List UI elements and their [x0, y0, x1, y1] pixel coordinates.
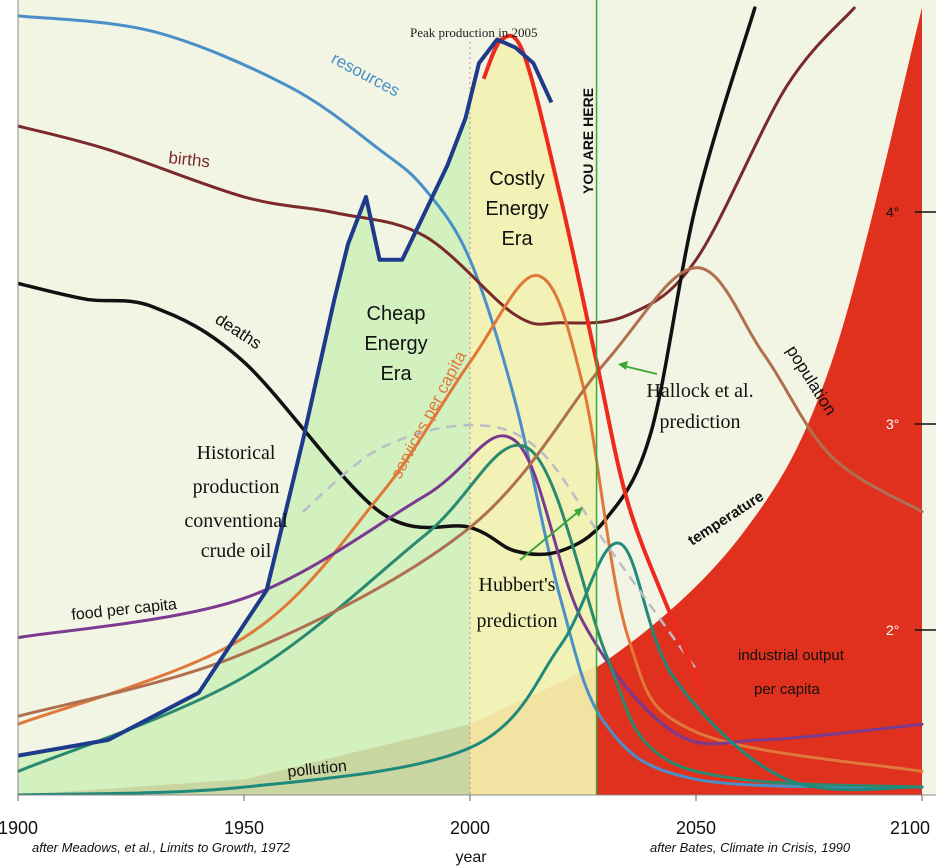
series-line-deaths — [18, 6, 757, 557]
costly-era-label: Costly Energy Era — [485, 168, 548, 250]
series-line-food-per-capita — [18, 434, 924, 746]
x-tick-label-1900: 1900 — [0, 818, 38, 838]
label-pollution: pollution — [287, 758, 348, 781]
costly-era-line-2: Energy — [485, 198, 548, 220]
hubbert-prediction-line — [302, 423, 698, 670]
hallock-prediction-line — [481, 33, 707, 702]
series-line-services-per-capita — [18, 274, 924, 773]
temp-tick-label-4: 4° — [886, 204, 899, 220]
label-industrial-1: industrial output — [738, 647, 845, 664]
hallock-line-1: Hallock et al. — [646, 380, 753, 402]
peak-annotation: Peak production in 2005 — [410, 25, 537, 40]
historical-line-3: conventional — [184, 510, 288, 532]
label-births: births — [168, 148, 211, 171]
cheap-era-label: Cheap Energy Era — [364, 303, 427, 385]
x-axis-label: year — [455, 849, 487, 866]
you-are-here-label: YOU ARE HERE — [580, 88, 596, 194]
cheap-era-line-3: Era — [380, 363, 412, 385]
hubbert-line-2: prediction — [476, 610, 557, 632]
hubbert-label: Hubbert's prediction — [476, 574, 557, 632]
hallock-line-2: prediction — [659, 411, 740, 433]
costly-energy-era-area — [470, 39, 597, 795]
x-tick-label-1950: 1950 — [224, 818, 264, 838]
series-line-pollution — [18, 541, 924, 795]
hallock-arrow — [623, 365, 658, 375]
series-line-industrial-output-per-capita — [18, 443, 924, 789]
costly-era-line-1: Costly — [489, 168, 545, 190]
label-industrial-2: per capita — [754, 681, 821, 698]
series-line-resources — [18, 14, 924, 789]
cheap-era-line-2: Energy — [364, 333, 427, 355]
series-lines — [18, 6, 924, 795]
historical-line-4: crude oil — [201, 540, 272, 562]
x-tick-label-2100: 2100 — [890, 818, 930, 838]
cheap-energy-era-area — [18, 86, 470, 795]
temp-tick-label-3: 3° — [886, 416, 899, 432]
series-line-births — [18, 6, 856, 326]
historical-label: Historical production conventional crude… — [184, 442, 288, 562]
hallock-arrow-head — [618, 361, 628, 370]
temperature-ticks: 2° 3° 4° — [886, 204, 936, 638]
credit-left: after Meadows, et al., Limits to Growth,… — [32, 840, 291, 855]
x-ticks: 1900 1950 2000 2050 2100 — [0, 795, 930, 838]
credit-right: after Bates, Climate in Crisis, 1990 — [650, 840, 851, 855]
hallock-label: Hallock et al. prediction — [646, 380, 753, 433]
hubbert-arrow — [519, 511, 579, 561]
hubbert-line-1: Hubbert's — [479, 574, 556, 596]
series-line-population — [18, 266, 924, 718]
x-tick-label-2000: 2000 — [450, 818, 490, 838]
x-tick-label-2050: 2050 — [676, 818, 716, 838]
cheap-era-line-1: Cheap — [367, 303, 426, 325]
hubbert-arrow-head — [574, 507, 583, 517]
temp-tick-label-2: 2° — [886, 622, 899, 638]
historical-line-1: Historical — [197, 442, 276, 464]
oil-production-line — [18, 37, 554, 758]
costly-era-line-3: Era — [501, 228, 533, 250]
historical-line-2: production — [193, 476, 280, 498]
temperature-region — [18, 8, 922, 795]
